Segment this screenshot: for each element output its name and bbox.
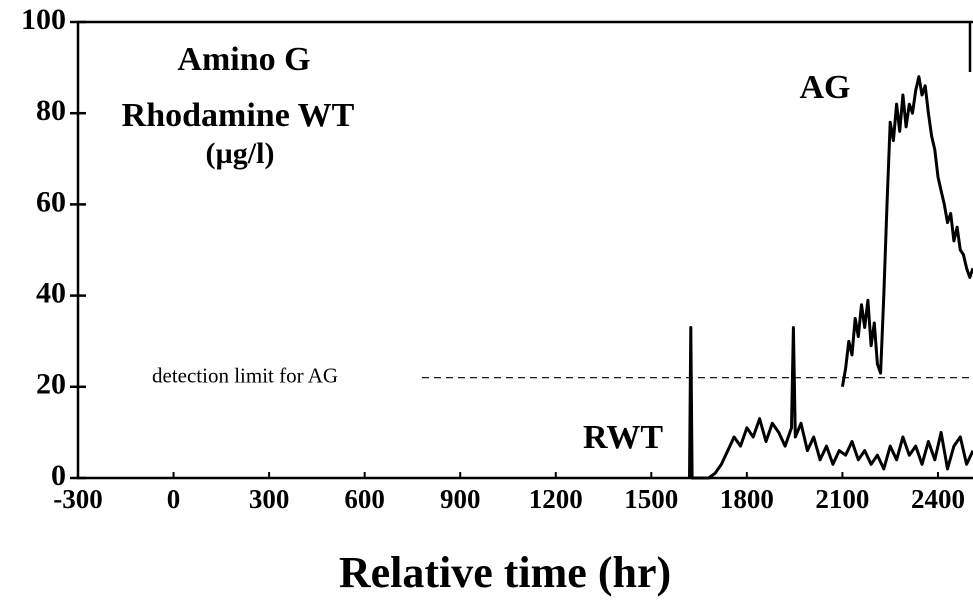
series-line bbox=[840, 75, 973, 388]
x-tick-label: 0 bbox=[167, 484, 181, 514]
y-label: (µg/l) bbox=[206, 137, 275, 170]
x-tick-label: 600 bbox=[344, 484, 385, 514]
x-tick-label: 2100 bbox=[815, 484, 869, 514]
y-tick-label: 0 bbox=[51, 459, 66, 492]
x-tick-label: 1500 bbox=[624, 484, 678, 514]
detection-limit-label: detection limit for AG bbox=[152, 363, 338, 387]
x-tick-label: 2400 bbox=[911, 484, 965, 514]
y-label: Rhodamine WT bbox=[122, 97, 355, 134]
series-label: RWT bbox=[583, 419, 663, 456]
series-label: AG bbox=[800, 69, 851, 106]
series-line bbox=[688, 326, 973, 480]
x-tick-label: 1200 bbox=[529, 484, 583, 514]
y-tick-label: 20 bbox=[36, 368, 66, 401]
y-tick-label: 60 bbox=[36, 185, 66, 218]
y-tick-label: 40 bbox=[36, 276, 66, 309]
y-tick-label: 100 bbox=[21, 3, 66, 36]
y-label: Amino G bbox=[177, 41, 310, 78]
x-tick-label: 300 bbox=[249, 484, 290, 514]
x-tick-label: 1800 bbox=[720, 484, 774, 514]
y-tick-label: 80 bbox=[36, 94, 66, 127]
x-tick-label: 900 bbox=[440, 484, 481, 514]
x-axis-title: Relative time (hr) bbox=[339, 548, 671, 597]
x-tick-label: -300 bbox=[53, 484, 103, 514]
